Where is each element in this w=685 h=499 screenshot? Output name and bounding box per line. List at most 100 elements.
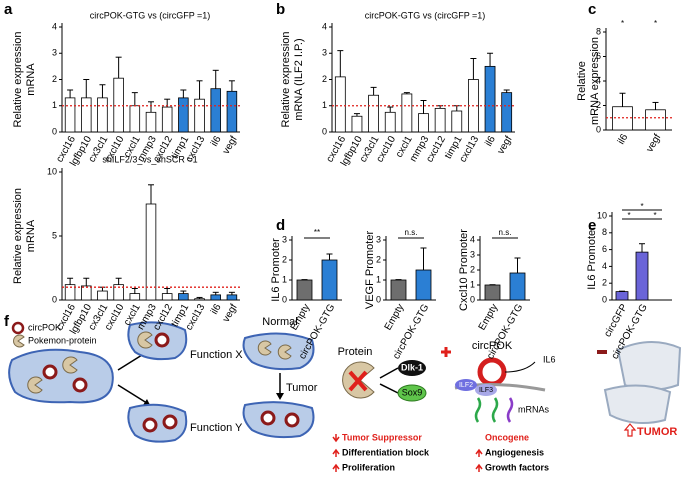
label: IL6: [543, 354, 556, 364]
label: Function X: [190, 349, 243, 361]
ring-icon: [142, 417, 158, 433]
y-tick-label: 3: [322, 48, 327, 58]
y-tick-label: 0: [470, 294, 475, 304]
x-tick-label: il6: [483, 134, 498, 149]
y-tick-label: 0: [596, 124, 601, 134]
label: Growth factors: [485, 462, 549, 472]
bar: [321, 259, 338, 301]
y-axis-label: Relative expression: [12, 188, 24, 284]
x-tick-label: Empty: [477, 302, 501, 332]
y-tick-label: 0: [602, 294, 607, 304]
bar: [509, 272, 526, 301]
bar: [97, 290, 108, 301]
protein-icon: [27, 376, 43, 394]
y-tick-label: 2: [282, 254, 287, 264]
x-tick-label: vegf: [496, 134, 515, 156]
up-arrow: [332, 448, 340, 457]
y-tick-label: 5: [52, 230, 57, 240]
annotation: *: [640, 202, 643, 211]
y-tick-label: 1: [52, 100, 57, 110]
y-tick-label: 4: [596, 75, 601, 85]
panel-label: e: [588, 217, 596, 234]
cell: [616, 340, 682, 391]
arrow: [504, 361, 536, 373]
node: [398, 360, 426, 376]
bar: [390, 279, 407, 301]
y-axis-label: mRNA: [25, 63, 37, 96]
ring-icon: [284, 412, 300, 428]
legend-label: circPOK: [28, 322, 61, 332]
bar: [484, 65, 496, 133]
x-tick-label: Empty: [383, 302, 407, 332]
up-arrow: [623, 423, 637, 437]
node-label: ILF2: [459, 382, 473, 389]
cell: [8, 348, 114, 404]
y-tick-label: 4: [52, 21, 57, 31]
y-tick-label: 1: [376, 274, 381, 284]
y-tick-label: 4: [470, 234, 475, 244]
bar: [81, 97, 92, 133]
protein-icon: [257, 340, 292, 360]
y-tick-label: 0: [322, 126, 327, 136]
minus: [597, 350, 607, 354]
bar: [129, 105, 141, 133]
chart-title: circPOK-GTG vs (circGFP =1): [365, 10, 486, 20]
bar: [194, 298, 205, 301]
label: Differentiation block: [342, 447, 430, 457]
y-tick-label: 1: [282, 274, 287, 284]
y-axis-label: Relative expression: [12, 32, 24, 128]
y-tick-label: 0: [52, 126, 57, 136]
bar: [635, 251, 649, 301]
bar: [97, 97, 108, 133]
bar: [226, 294, 238, 301]
y-tick-label: 8: [602, 227, 607, 237]
y-tick-label: 0: [282, 294, 287, 304]
bar: [384, 111, 396, 133]
y-tick-label: 10: [597, 210, 607, 220]
bar: [145, 111, 157, 133]
annotation: *: [653, 211, 656, 220]
ring-icon: [154, 332, 170, 348]
label: Normal: [262, 316, 297, 328]
y-tick-label: 3: [470, 249, 475, 259]
bar: [210, 88, 221, 133]
ring-icon: [11, 321, 25, 335]
bar: [615, 291, 629, 301]
bar: [645, 109, 666, 131]
y-axis-label: Relative: [576, 61, 588, 101]
mrna: [506, 397, 514, 423]
y-axis-label: Cxcl10 Promoter: [458, 229, 470, 311]
annotation: **: [314, 228, 320, 237]
y-tick-label: 4: [602, 261, 607, 271]
y-tick-label: 8: [596, 26, 601, 36]
annotation: *: [627, 211, 630, 220]
y-axis-label: VEGF Promoter: [364, 231, 376, 310]
panel-label: b: [276, 1, 285, 18]
annotation: *: [621, 19, 624, 28]
label: mRNAs: [518, 404, 549, 414]
y-axis-label: IL6 Promoter: [270, 238, 282, 302]
y-tick-label: 2: [376, 254, 381, 264]
node-label: Sox9: [402, 387, 423, 397]
y-tick-label: 2: [470, 264, 475, 274]
y-tick-label: 6: [602, 244, 607, 254]
cell: [242, 401, 315, 439]
node-label: Dlk-1: [401, 362, 423, 372]
annotation: n.s.: [499, 228, 512, 237]
y-tick-label: 2: [322, 74, 327, 84]
y-tick-label: 0: [52, 294, 57, 304]
x-tick-label: vegf: [221, 134, 240, 156]
ring-icon: [72, 377, 88, 393]
bar: [81, 285, 92, 301]
label: Angiogenesis: [485, 447, 544, 457]
label: Proliferation: [342, 462, 395, 472]
y-axis-label: mRNA: [25, 219, 37, 252]
bar: [418, 113, 429, 133]
y-tick-label: 3: [52, 48, 57, 58]
panel-label: d: [276, 217, 285, 234]
bar: [113, 77, 124, 133]
annotation: n.s.: [405, 228, 418, 237]
chart-title: shILF2/3_vs_shSCR =1: [102, 154, 197, 164]
panel-label: f: [4, 313, 10, 330]
